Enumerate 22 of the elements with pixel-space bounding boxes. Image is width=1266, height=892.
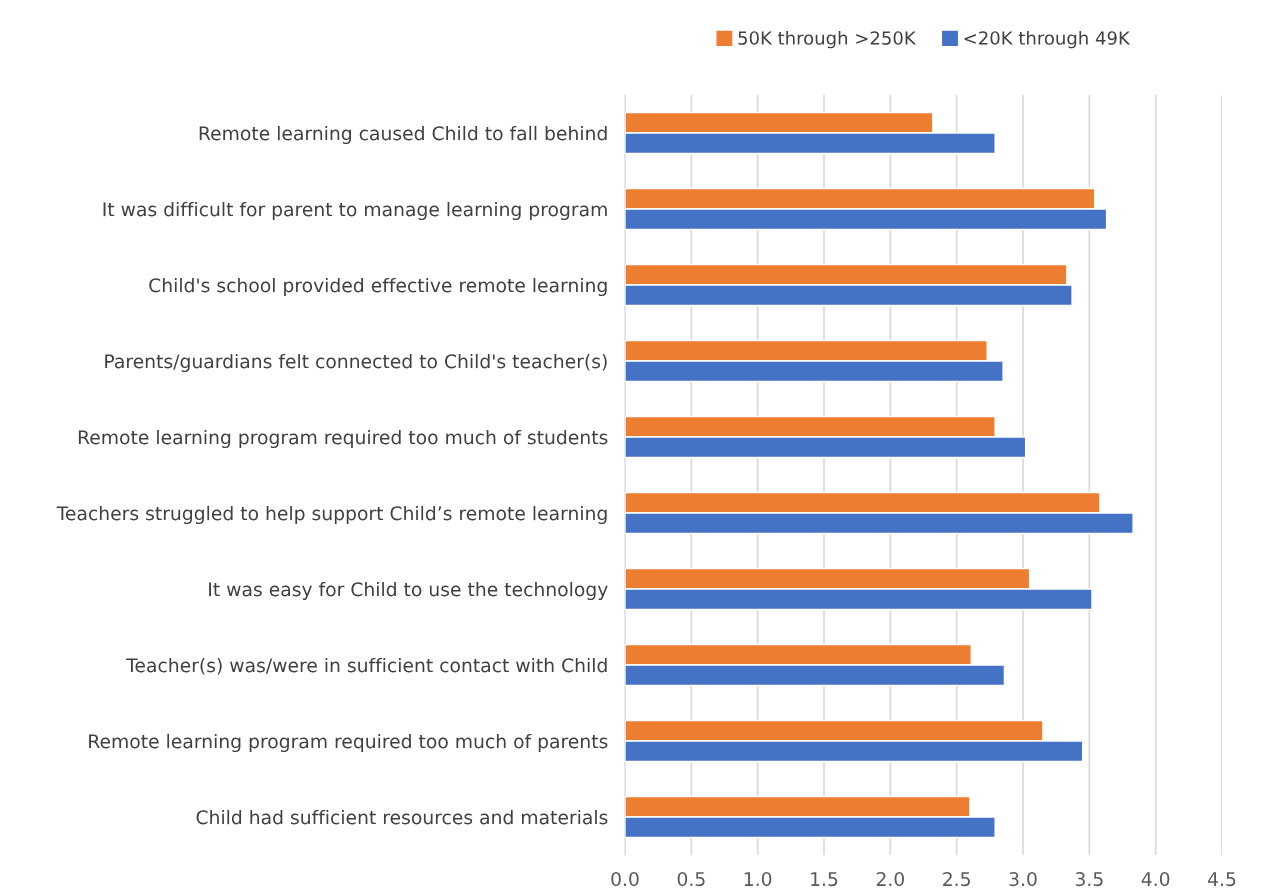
x-tick-label: 2.0 [876, 872, 904, 887]
x-tick-label: 0.0 [611, 872, 639, 887]
y-tick-label: Remote learning program required too much of parents [89, 733, 608, 753]
x-tick-label: 1.5 [811, 872, 838, 887]
y-tick-label: Teacher(s) was/were in sufficient contact with Child [126, 657, 607, 675]
x-tick-label: 3.0 [1009, 872, 1037, 887]
x-tick-label: 4.0 [1141, 872, 1170, 887]
x-tick-label: 2.5 [943, 872, 970, 887]
y-tick-label: Parents/guardians felt connected to Child's teacher(s) [105, 353, 607, 373]
x-tick-label: 0.5 [677, 872, 705, 887]
y-tick-label: Child's school provided effective remote learning [149, 277, 607, 297]
legend-label: <20K through 49K [964, 30, 1131, 49]
x-tick-label: 4.5 [1208, 872, 1236, 887]
y-tick-label: Remote learning caused Child to fall behind [199, 125, 607, 145]
legend-label: 50K through >250K [738, 30, 917, 49]
y-tick-label: Remote learning program required too much of students [78, 429, 608, 449]
y-tick-label: Teachers struggled to help support Child’s remote learning [56, 505, 607, 525]
x-tick-label: 3.5 [1075, 872, 1103, 887]
y-tick-label: Child had sufficient resources and materials [196, 809, 608, 825]
y-tick-label: It was difficult for parent to manage learning program [103, 201, 607, 221]
y-tick-label: It was easy for Child to use the technology [209, 581, 608, 601]
x-tick-label: 1.0 [744, 872, 772, 887]
